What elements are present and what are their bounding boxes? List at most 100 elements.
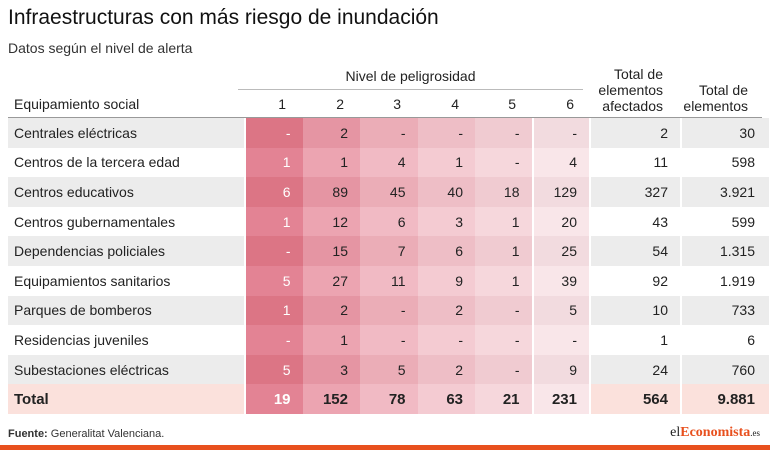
cell-total: 598: [680, 147, 769, 178]
cell-level-6: 25: [531, 236, 590, 266]
row-label: Centros gubernamentales: [14, 213, 176, 230]
cell-level-6: -: [531, 325, 590, 355]
table-row: Centros de la tercera edad 1 1 4 1-4 11 598: [8, 147, 769, 178]
cell-level-4: 40: [417, 177, 475, 207]
row-label: Equipamientos sanitarios: [14, 272, 171, 289]
header-total: Total de elementos: [672, 82, 748, 114]
cell-level-6: 129: [531, 177, 590, 207]
cell-level-1: -: [244, 236, 303, 266]
cell-level-4: 2: [417, 354, 475, 385]
cell-level-5: -: [475, 147, 533, 178]
cell-level-5: 1: [475, 206, 533, 237]
total-label: Total: [8, 384, 245, 414]
cell-total: 599: [680, 206, 769, 237]
row-label: Centros de la tercera edad: [14, 154, 180, 171]
table-row: Centros educativos 6 89 45 40 18 129 327 3.921: [8, 177, 769, 207]
cell-level-2: 15: [302, 236, 360, 266]
cell-level-2: 2: [302, 295, 360, 326]
cell-level-5: 18: [475, 177, 533, 207]
cell-level-4: 63: [417, 384, 475, 414]
cell-level-3: 11: [360, 265, 418, 296]
cell-level-6: -: [531, 118, 590, 148]
cell-level-4: 1: [417, 147, 475, 178]
cell-level-5: 1: [475, 265, 533, 296]
header-total-line1: Total de: [698, 82, 748, 98]
cell-level-3: 78: [360, 384, 418, 414]
table-row: Parques de bomberos 1 2-2-5 10 733: [8, 295, 769, 326]
cell-level-6: 231: [531, 384, 590, 414]
cell-afectados: 24: [589, 354, 681, 385]
cell-total: 3.921: [680, 177, 769, 207]
cell-level-2: 152: [302, 384, 360, 414]
total-row: Total 19 152 78 63 21 231 564 9.881: [8, 384, 769, 414]
chart-subtitle: Datos según el nivel de alerta: [8, 40, 193, 56]
table-row: Centros gubernamentales 1 12 6 3 1 20 43 599: [8, 206, 769, 237]
source-note: Fuente: Generalitat Valenciana.: [8, 428, 164, 440]
cell-level-6: 4: [531, 147, 590, 178]
row-label: Centros educativos: [8, 177, 245, 207]
cell-level-3: -: [360, 118, 418, 148]
cell-level-2: 1: [302, 147, 360, 178]
chart-title: Infraestructuras con más riesgo de inund…: [8, 6, 439, 29]
cell-level-3: 7: [360, 236, 418, 266]
cell-level-1: -: [244, 118, 303, 148]
row-label: Parques de bomberos: [8, 295, 245, 326]
cell-total: 733: [680, 295, 769, 326]
cell-level-2: 2: [302, 118, 360, 148]
cell-level-3: 6: [360, 206, 418, 237]
row-label: Subestaciones eléctricas: [8, 354, 245, 385]
header-level-3: 3: [393, 96, 401, 112]
header-rule: [8, 117, 762, 118]
cell-total: 9.881: [680, 384, 769, 414]
cell-level-6: 20: [531, 206, 590, 237]
cell-level-5: -: [475, 354, 533, 385]
group-header: Nivel de peligrosidad: [345, 68, 476, 84]
cell-level-5: 21: [475, 384, 533, 414]
cell-level-2: 3: [302, 354, 360, 385]
cell-total: 1.919: [680, 265, 769, 296]
logo-suf: .es: [750, 428, 760, 438]
cell-level-4: 2: [417, 295, 475, 326]
row-label: Dependencias policiales: [8, 236, 245, 266]
cell-level-5: -: [475, 325, 533, 355]
cell-afectados: 1: [589, 325, 681, 355]
cell-level-3: -: [360, 295, 418, 326]
row-label: Residencias juveniles: [14, 331, 149, 348]
cell-level-1: 19: [244, 384, 303, 414]
cell-afectados: 10: [589, 295, 681, 326]
header-afectados: Total de elementos afectados: [583, 66, 663, 114]
cell-level-2: 12: [302, 206, 360, 237]
cell-level-1: 5: [244, 354, 303, 385]
cell-total: 6: [680, 325, 769, 355]
cell-level-1: 1: [244, 295, 303, 326]
cell-afectados: 2: [589, 118, 681, 148]
row-label: Centrales eléctricas: [8, 118, 245, 148]
cell-level-4: -: [417, 325, 475, 355]
cell-level-6: 39: [531, 265, 590, 296]
cell-level-1: 5: [244, 265, 303, 296]
header-level-1: 1: [278, 96, 286, 112]
cell-total: 1.315: [680, 236, 769, 266]
header-equipamiento: Equipamiento social: [14, 96, 140, 112]
cell-level-2: 89: [302, 177, 360, 207]
cell-level-5: -: [475, 295, 533, 326]
cell-level-3: 5: [360, 354, 418, 385]
cell-level-5: 1: [475, 236, 533, 266]
cell-level-4: 3: [417, 206, 475, 237]
header-level-6: 6: [566, 96, 574, 112]
cell-afectados: 564: [589, 384, 681, 414]
table-row: Residencias juveniles -1- - - -1 6: [8, 325, 769, 355]
bottom-accent-bar: [0, 445, 770, 450]
cell-total: 30: [680, 118, 769, 148]
cell-total: 760: [680, 354, 769, 385]
cell-level-2: 27: [302, 265, 360, 296]
cell-level-6: 5: [531, 295, 590, 326]
header-afectados-line3: afectados: [602, 98, 663, 114]
cell-afectados: 54: [589, 236, 681, 266]
data-table: Centrales eléctricas -2- - - -2 30 Centros de …: [8, 118, 769, 414]
source-text: Generalitat Valenciana.: [50, 428, 165, 440]
cell-level-3: -: [360, 325, 418, 355]
header-afectados-line2: elementos: [598, 82, 663, 98]
table-row: Equipamientos sanitarios 5 27 11 9 1 39 92 1.919: [8, 265, 769, 296]
brand-logo: elEconomista.es: [670, 425, 760, 441]
